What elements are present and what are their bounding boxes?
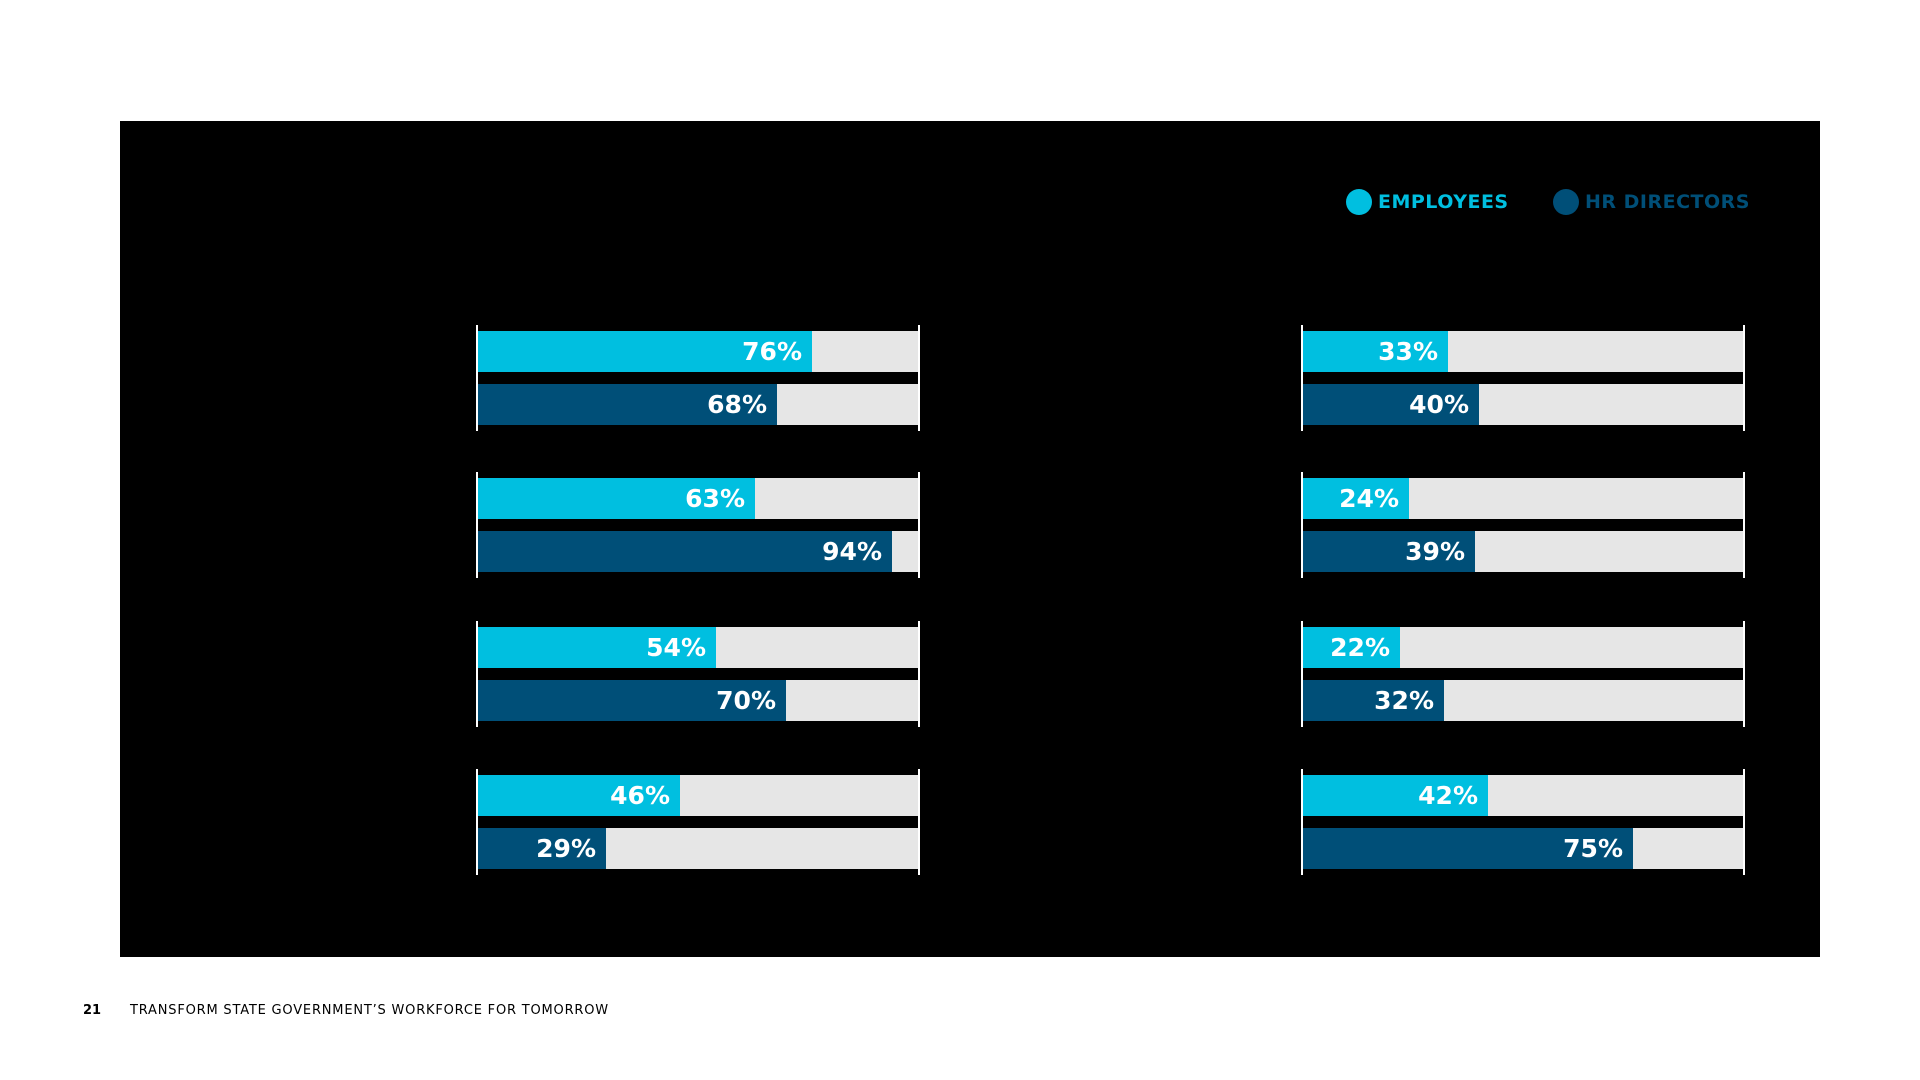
legend-hr-directors-swatch bbox=[1553, 189, 1579, 215]
bar-right-hr-directors-1 bbox=[1303, 384, 1479, 425]
bar-track-left-employees-2: 63% bbox=[478, 478, 918, 519]
axis-tick-end-left-1 bbox=[918, 325, 920, 431]
legend-hr-directors: HR DIRECTORS bbox=[1553, 188, 1750, 216]
bar-track-left-hr-directors-4: 29% bbox=[478, 828, 918, 869]
data-label-left-employees-1: 76% bbox=[742, 337, 802, 366]
data-label-left-employees-3: 54% bbox=[646, 633, 706, 662]
bar-track-right-hr-directors-2: 39% bbox=[1303, 531, 1743, 572]
bar-left-hr-directors-2 bbox=[478, 531, 892, 572]
bar-track-left-hr-directors-3: 70% bbox=[478, 680, 918, 721]
bar-right-hr-directors-4 bbox=[1303, 828, 1633, 869]
data-label-right-employees-3: 22% bbox=[1330, 633, 1390, 662]
bar-track-left-hr-directors-2: 94% bbox=[478, 531, 918, 572]
axis-tick-start-left-3 bbox=[476, 621, 478, 727]
bar-track-right-employees-4: 42% bbox=[1303, 775, 1743, 816]
axis-tick-start-left-1 bbox=[476, 325, 478, 431]
axis-tick-end-right-2 bbox=[1743, 472, 1745, 578]
bar-left-employees-1 bbox=[478, 331, 812, 372]
axis-tick-end-left-3 bbox=[918, 621, 920, 727]
bar-track-right-employees-3: 22% bbox=[1303, 627, 1743, 668]
data-label-left-hr-directors-2: 94% bbox=[822, 537, 882, 566]
axis-tick-start-right-4 bbox=[1301, 769, 1303, 875]
bar-track-left-employees-4: 46% bbox=[478, 775, 918, 816]
bar-chart-left: 76% 68% 63% 94% 54% 70% 46% 29% bbox=[476, 0, 921, 1080]
bar-track-left-hr-directors-1: 68% bbox=[478, 384, 918, 425]
data-label-right-hr-directors-4: 75% bbox=[1563, 834, 1623, 863]
data-label-right-hr-directors-3: 32% bbox=[1374, 686, 1434, 715]
bar-left-hr-directors-3 bbox=[478, 680, 786, 721]
bar-track-right-employees-2: 24% bbox=[1303, 478, 1743, 519]
bar-left-hr-directors-4 bbox=[478, 828, 606, 869]
axis-tick-end-right-1 bbox=[1743, 325, 1745, 431]
bar-left-hr-directors-1 bbox=[478, 384, 777, 425]
data-label-right-hr-directors-1: 40% bbox=[1409, 390, 1469, 419]
axis-tick-start-right-1 bbox=[1301, 325, 1303, 431]
bar-track-right-employees-1: 33% bbox=[1303, 331, 1743, 372]
data-label-right-hr-directors-2: 39% bbox=[1405, 537, 1465, 566]
legend-employees: EMPLOYEES bbox=[1346, 188, 1509, 216]
data-label-left-hr-directors-4: 29% bbox=[536, 834, 596, 863]
footer-title: TRANSFORM STATE GOVERNMENT’S WORKFORCE F… bbox=[130, 1002, 609, 1018]
data-label-right-employees-1: 33% bbox=[1378, 337, 1438, 366]
data-label-left-employees-4: 46% bbox=[610, 781, 670, 810]
bar-right-employees-2 bbox=[1303, 478, 1409, 519]
data-label-right-employees-4: 42% bbox=[1418, 781, 1478, 810]
bar-track-left-employees-1: 76% bbox=[478, 331, 918, 372]
bar-track-right-hr-directors-1: 40% bbox=[1303, 384, 1743, 425]
bar-left-employees-3 bbox=[478, 627, 716, 668]
data-label-left-employees-2: 63% bbox=[685, 484, 745, 513]
footer-page-number: 21 bbox=[83, 1002, 102, 1018]
legend-employees-label: EMPLOYEES bbox=[1378, 191, 1509, 213]
legend-hr-directors-label: HR DIRECTORS bbox=[1585, 191, 1750, 213]
legend-employees-swatch bbox=[1346, 189, 1372, 215]
bar-track-left-employees-3: 54% bbox=[478, 627, 918, 668]
bar-chart-right: 33% 40% 24% 39% 22% 32% 42% 75% bbox=[1301, 0, 1746, 1080]
bar-left-employees-2 bbox=[478, 478, 755, 519]
data-label-left-hr-directors-1: 68% bbox=[707, 390, 767, 419]
data-label-left-hr-directors-3: 70% bbox=[716, 686, 776, 715]
axis-tick-end-right-3 bbox=[1743, 621, 1745, 727]
bar-right-hr-directors-2 bbox=[1303, 531, 1475, 572]
bar-track-right-hr-directors-3: 32% bbox=[1303, 680, 1743, 721]
axis-tick-end-left-4 bbox=[918, 769, 920, 875]
axis-tick-start-left-4 bbox=[476, 769, 478, 875]
bar-right-employees-4 bbox=[1303, 775, 1488, 816]
axis-tick-end-right-4 bbox=[1743, 769, 1745, 875]
axis-tick-end-left-2 bbox=[918, 472, 920, 578]
bar-right-hr-directors-3 bbox=[1303, 680, 1444, 721]
bar-left-employees-4 bbox=[478, 775, 680, 816]
bar-track-right-hr-directors-4: 75% bbox=[1303, 828, 1743, 869]
data-label-right-employees-2: 24% bbox=[1339, 484, 1399, 513]
axis-tick-start-right-2 bbox=[1301, 472, 1303, 578]
axis-tick-start-left-2 bbox=[476, 472, 478, 578]
bar-right-employees-1 bbox=[1303, 331, 1448, 372]
axis-tick-start-right-3 bbox=[1301, 621, 1303, 727]
bar-right-employees-3 bbox=[1303, 627, 1400, 668]
